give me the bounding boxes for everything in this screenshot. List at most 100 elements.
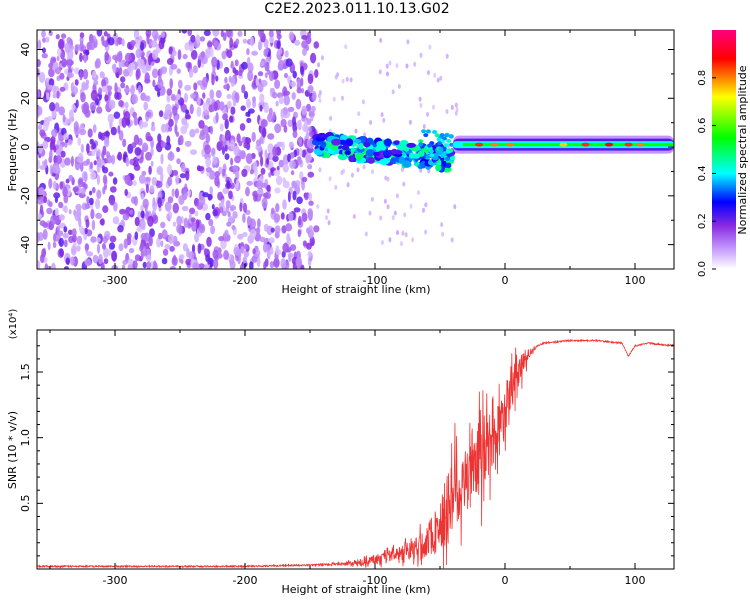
noise-blob (295, 98, 302, 110)
x-tick-label: 100 (625, 574, 646, 587)
noise-blob (164, 201, 172, 212)
signal-blob (376, 140, 386, 148)
noise-blob (380, 112, 384, 118)
noise-blob (39, 129, 46, 137)
noise-blob (101, 79, 107, 88)
noise-blob (111, 154, 116, 165)
colorbar-tick-label: 0.4 (697, 165, 708, 181)
spectrogram-y-label: Frequency (Hz) (6, 109, 19, 192)
noise-blob (76, 156, 84, 163)
noise-blob (311, 105, 316, 113)
noise-blob (234, 59, 239, 67)
noise-blob (212, 156, 218, 166)
noise-blob (68, 174, 74, 182)
noise-blob (232, 165, 239, 172)
noise-blob (301, 105, 307, 116)
noise-blob (242, 213, 246, 224)
noise-blob (329, 115, 333, 121)
noise-blob (219, 123, 224, 132)
noise-blob (59, 248, 64, 257)
noise-blob (282, 180, 290, 189)
noise-blob (89, 161, 93, 170)
noise-blob (125, 156, 130, 167)
noise-blob (103, 258, 109, 265)
signal-blob (443, 143, 449, 148)
noise-blob (316, 204, 320, 209)
signal-blob (438, 147, 444, 152)
noise-blob (86, 196, 90, 204)
noise-blob (96, 174, 100, 186)
noise-blob (239, 263, 245, 269)
noise-blob (243, 250, 250, 258)
noise-blob (132, 161, 139, 168)
noise-blob (212, 30, 220, 37)
noise-blob (269, 87, 275, 94)
noise-blob (379, 37, 383, 43)
noise-blob (58, 38, 65, 50)
noise-blob (184, 140, 192, 147)
noise-blob (256, 188, 264, 195)
noise-blob (48, 178, 53, 189)
noise-blob (220, 30, 224, 38)
noise-blob (96, 157, 102, 167)
noise-blob (260, 119, 268, 128)
snr-x-ticks: -300 -200 -100 0 100 (49, 330, 646, 587)
noise-blob (48, 201, 53, 208)
noise-blob (205, 212, 211, 221)
noise-blob (249, 36, 255, 47)
noise-blob (91, 142, 97, 150)
noise-blob (110, 126, 117, 136)
noise-blob (300, 77, 304, 87)
noise-blob (391, 89, 395, 95)
noise-blob (263, 102, 269, 114)
noise-blob (176, 94, 181, 100)
noise-blob (205, 157, 212, 168)
noise-blob (272, 91, 278, 99)
signal-blob (418, 139, 424, 144)
noise-blob (229, 204, 237, 211)
noise-blob (440, 222, 444, 228)
noise-blob (308, 225, 313, 231)
noise-blob (219, 101, 225, 111)
noise-blob (278, 96, 284, 105)
noise-blob (314, 69, 319, 78)
noise-blob (388, 60, 392, 66)
noise-blob (241, 84, 246, 94)
noise-blob (133, 116, 139, 126)
noise-blob (308, 131, 314, 138)
noise-blob (120, 76, 126, 83)
noise-blob (308, 200, 314, 206)
noise-blob (292, 116, 296, 126)
noise-blob (344, 44, 348, 50)
noise-blob (116, 52, 123, 63)
noise-blob (287, 119, 294, 128)
noise-blob (380, 240, 384, 245)
noise-blob (221, 146, 226, 155)
noise-blob (56, 230, 64, 237)
noise-blob (68, 229, 73, 235)
noise-blob (184, 92, 188, 103)
noise-blob (295, 256, 302, 268)
noise-blob (190, 34, 196, 43)
noise-blob (37, 89, 40, 99)
noise-blob (251, 131, 256, 142)
noise-blob (364, 231, 368, 237)
noise-blob (56, 55, 60, 62)
noise-blob (228, 190, 233, 200)
signal-blob (367, 157, 375, 164)
colorbar: 0.0 0.2 0.4 0.6 0.8 Normalized spectral ampl… (697, 30, 749, 277)
noise-blob (445, 109, 449, 115)
noise-blob (247, 62, 254, 73)
noise-blob (160, 141, 167, 148)
noise-blob (396, 230, 399, 236)
spectrogram-marks (37, 30, 674, 269)
noise-blob (202, 109, 210, 116)
noise-blob (93, 80, 99, 86)
noise-blob (237, 249, 242, 259)
noise-blob (241, 168, 248, 178)
noise-blob (418, 96, 422, 102)
noise-blob (115, 38, 119, 47)
noise-blob (84, 243, 90, 251)
noise-blob (99, 218, 105, 226)
signal-blob (393, 140, 401, 145)
